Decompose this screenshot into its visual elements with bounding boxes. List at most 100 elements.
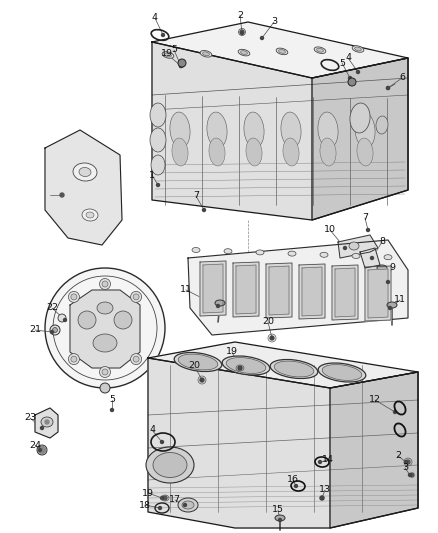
Text: 2: 2	[237, 11, 243, 20]
Polygon shape	[332, 265, 358, 320]
Ellipse shape	[279, 50, 286, 53]
Ellipse shape	[224, 249, 232, 254]
Polygon shape	[330, 372, 418, 528]
Circle shape	[201, 378, 204, 382]
Circle shape	[410, 473, 414, 477]
Polygon shape	[365, 266, 391, 321]
Circle shape	[261, 36, 264, 39]
Circle shape	[271, 336, 273, 340]
Text: 13: 13	[319, 486, 331, 495]
Text: 23: 23	[24, 414, 36, 423]
Circle shape	[200, 378, 204, 382]
Text: 6: 6	[399, 74, 405, 83]
Ellipse shape	[357, 138, 373, 166]
Circle shape	[240, 31, 244, 35]
Ellipse shape	[349, 242, 359, 250]
Ellipse shape	[68, 353, 79, 365]
Polygon shape	[148, 342, 418, 388]
Ellipse shape	[102, 369, 108, 375]
Circle shape	[162, 34, 165, 36]
Circle shape	[406, 460, 410, 464]
Text: 3: 3	[271, 18, 277, 27]
Ellipse shape	[226, 358, 266, 374]
Ellipse shape	[350, 103, 370, 133]
Text: 18: 18	[139, 500, 151, 510]
Ellipse shape	[53, 327, 57, 333]
Circle shape	[45, 420, 49, 424]
Text: 9: 9	[389, 263, 395, 272]
Circle shape	[321, 497, 324, 499]
Circle shape	[386, 86, 389, 90]
Text: 7: 7	[193, 191, 199, 200]
Ellipse shape	[288, 251, 296, 256]
Polygon shape	[203, 264, 223, 313]
Ellipse shape	[240, 51, 247, 54]
Ellipse shape	[355, 47, 361, 51]
Circle shape	[60, 193, 64, 197]
Text: 4: 4	[345, 53, 351, 62]
Circle shape	[160, 440, 163, 443]
Circle shape	[389, 306, 392, 310]
Text: 4: 4	[152, 13, 158, 22]
Circle shape	[270, 336, 274, 340]
Circle shape	[409, 473, 411, 477]
Ellipse shape	[209, 138, 225, 166]
Ellipse shape	[238, 50, 250, 56]
Ellipse shape	[71, 356, 77, 362]
Polygon shape	[299, 264, 325, 319]
Polygon shape	[360, 248, 380, 268]
Circle shape	[202, 208, 205, 212]
Circle shape	[163, 496, 167, 500]
Text: 2: 2	[395, 451, 401, 461]
Ellipse shape	[274, 361, 314, 377]
Ellipse shape	[133, 356, 139, 362]
Ellipse shape	[178, 59, 186, 67]
Text: 7: 7	[362, 214, 368, 222]
Ellipse shape	[86, 212, 94, 218]
Text: 8: 8	[379, 238, 385, 246]
Circle shape	[393, 410, 396, 414]
Ellipse shape	[151, 155, 165, 175]
Polygon shape	[269, 266, 289, 315]
Circle shape	[160, 497, 163, 499]
Ellipse shape	[162, 52, 174, 58]
Ellipse shape	[153, 453, 187, 478]
Circle shape	[64, 319, 67, 321]
Circle shape	[367, 229, 370, 231]
Ellipse shape	[384, 255, 392, 260]
Circle shape	[371, 256, 374, 260]
Text: 5: 5	[339, 59, 345, 68]
Text: 16: 16	[287, 475, 299, 484]
Circle shape	[180, 63, 184, 67]
Ellipse shape	[133, 294, 139, 300]
Circle shape	[320, 496, 324, 500]
Ellipse shape	[99, 279, 110, 289]
Polygon shape	[302, 267, 322, 316]
Ellipse shape	[82, 209, 98, 221]
Ellipse shape	[41, 417, 53, 427]
Polygon shape	[200, 261, 226, 316]
Text: 20: 20	[262, 318, 274, 327]
Ellipse shape	[387, 302, 397, 308]
Circle shape	[39, 447, 46, 454]
Circle shape	[294, 484, 297, 488]
Ellipse shape	[97, 302, 113, 314]
Circle shape	[50, 330, 53, 334]
Ellipse shape	[281, 112, 301, 148]
Text: 15: 15	[272, 505, 284, 514]
Ellipse shape	[355, 112, 375, 148]
Ellipse shape	[79, 167, 91, 176]
Circle shape	[110, 408, 113, 411]
Circle shape	[184, 504, 187, 506]
Polygon shape	[35, 408, 58, 438]
Ellipse shape	[165, 53, 171, 57]
Ellipse shape	[352, 46, 364, 52]
Ellipse shape	[150, 128, 166, 152]
Text: 24: 24	[29, 440, 41, 449]
Ellipse shape	[172, 138, 188, 166]
Ellipse shape	[78, 311, 96, 329]
Ellipse shape	[131, 292, 141, 302]
Circle shape	[40, 426, 43, 430]
Ellipse shape	[93, 334, 117, 352]
Circle shape	[349, 77, 352, 79]
